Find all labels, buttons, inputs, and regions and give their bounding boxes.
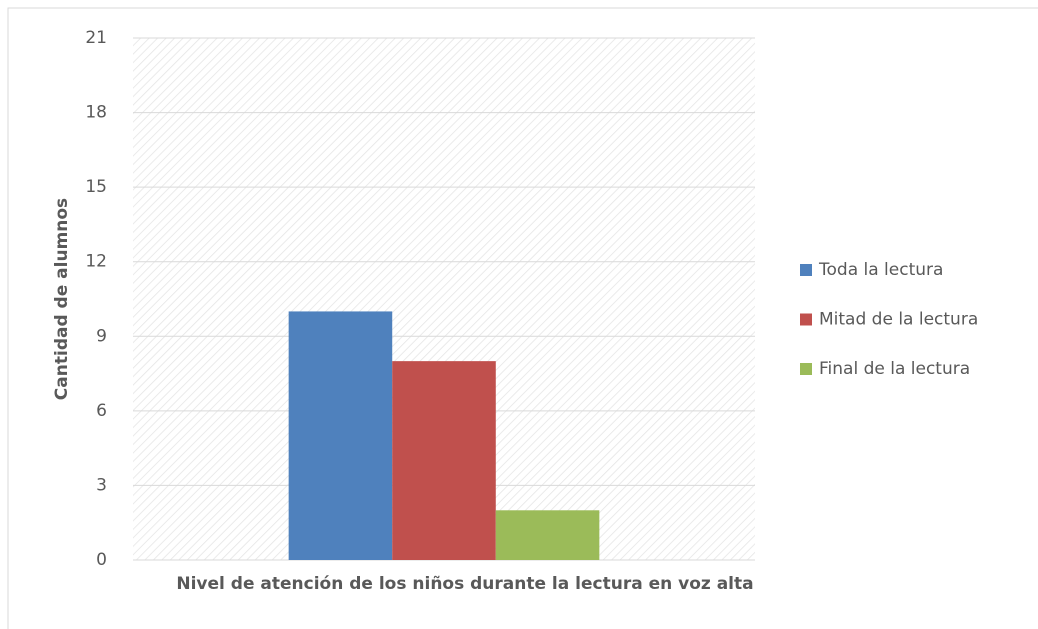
bar: [288, 311, 393, 560]
y-tick-label: 15: [85, 177, 107, 197]
x-axis-title: Nivel de atención de los niños durante l…: [176, 574, 753, 594]
y-axis-title: Cantidad de alumnos: [52, 198, 72, 400]
bar: [495, 510, 600, 560]
legend-label: Mitad de la lectura: [819, 310, 978, 330]
legend-swatch: [800, 264, 812, 276]
legend-label: Toda la lectura: [818, 260, 943, 280]
y-tick-label: 21: [85, 28, 107, 48]
y-tick-label: 3: [96, 475, 107, 495]
y-tick-label: 12: [85, 252, 107, 272]
bar: [392, 361, 496, 560]
legend-swatch: [800, 363, 812, 375]
legend-label: Final de la lectura: [819, 359, 970, 379]
y-tick-label: 9: [96, 326, 107, 346]
y-tick-label: 6: [96, 401, 107, 421]
legend-swatch: [800, 313, 812, 326]
y-tick-label: 0: [96, 550, 107, 570]
y-tick-label: 18: [85, 103, 107, 123]
